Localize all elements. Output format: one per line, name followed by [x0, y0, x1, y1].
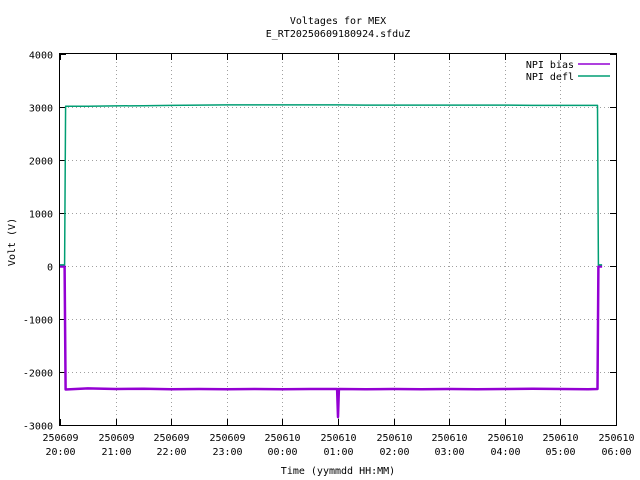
x-axis-label: Time (yymmdd HH:MM)	[281, 466, 395, 477]
x-tick-label-date: 250610	[542, 433, 578, 444]
y-tick-label: 3000	[29, 104, 53, 115]
x-tick-label-time: 04:00	[490, 447, 520, 458]
x-tick-label-date: 250610	[376, 433, 412, 444]
grid	[60, 54, 616, 425]
x-tick-label-time: 05:00	[545, 447, 575, 458]
x-tick-label-time: 03:00	[434, 447, 464, 458]
chart-title: Voltages for MEX	[290, 16, 386, 27]
y-tick-label: 2000	[29, 157, 53, 168]
x-tick-label-date: 250610	[487, 433, 523, 444]
x-tick-label-date: 250610	[431, 433, 467, 444]
plot-frame	[59, 53, 617, 426]
x-tick-label-date: 250609	[98, 433, 134, 444]
y-tick-label: 1000	[29, 210, 53, 221]
x-tick-label-time: 00:00	[267, 447, 297, 458]
x-tick-label-date: 250610	[264, 433, 300, 444]
y-axis-label: Volt (V)	[7, 218, 18, 266]
y-tick-label: 4000	[29, 51, 53, 62]
x-tick-label-date: 250609	[42, 433, 78, 444]
x-tick-label-time: 22:00	[156, 447, 186, 458]
x-tick-label-time: 02:00	[379, 447, 409, 458]
x-tick-label-time: 06:00	[601, 447, 631, 458]
x-tick-label-date: 250609	[209, 433, 245, 444]
y-tick-label: -2000	[23, 369, 53, 380]
x-tick-label-date: 250610	[320, 433, 356, 444]
legend-label: NPI defl	[526, 72, 574, 83]
axis-ticks: -3000 -2000 -1000 0 1000 2000 3000 4000 250609 20…	[23, 51, 635, 459]
y-tick-label: -1000	[23, 316, 53, 327]
x-tick-label-time: 23:00	[212, 447, 242, 458]
x-tick-label-date: 250610	[598, 433, 634, 444]
x-tick-label-time: 20:00	[45, 447, 75, 458]
series-line-npi-defl	[60, 104, 603, 266]
y-tick-label: 0	[47, 263, 53, 274]
series-line-npi-bias	[60, 265, 603, 419]
y-tick-label: -3000	[23, 422, 53, 433]
series-lines	[60, 104, 603, 419]
chart-subtitle: E_RT20250609180924.sfduZ	[266, 29, 411, 40]
x-tick-label-time: 01:00	[323, 447, 353, 458]
x-tick-label-time: 21:00	[101, 447, 131, 458]
x-tick-label-date: 250609	[153, 433, 189, 444]
legend-label: NPI bias	[526, 60, 574, 71]
